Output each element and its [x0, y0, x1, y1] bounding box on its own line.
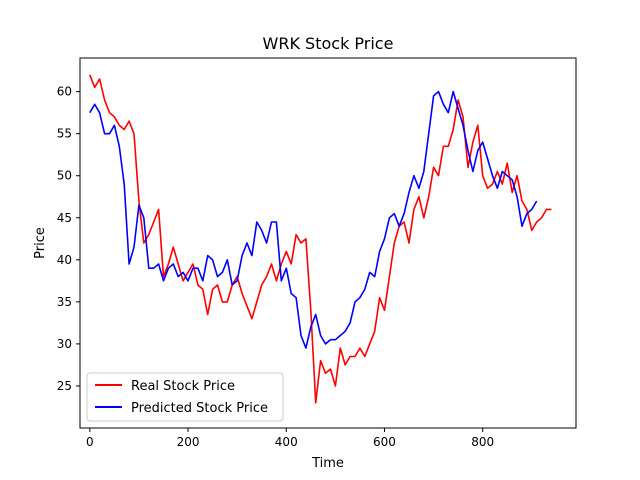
y-axis-label: Price — [33, 227, 48, 259]
y-tick-label: 30 — [57, 337, 72, 351]
y-tick-label: 60 — [57, 85, 72, 99]
plot-area — [80, 58, 576, 428]
legend-box — [86, 372, 284, 422]
y-tick-label: 40 — [57, 253, 72, 267]
y-tick-label: 55 — [57, 127, 72, 141]
series-line-predicted — [89, 90, 538, 349]
series-line-real — [89, 74, 552, 404]
x-axis-ticks: 0 200 400 600 800 — [86, 428, 494, 449]
legend: Real Stock Price Predicted Stock Price — [86, 372, 284, 422]
x-tick-label: 400 — [275, 435, 298, 449]
legend-label-predicted: Predicted Stock Price — [131, 401, 268, 416]
y-tick-label: 25 — [57, 379, 72, 393]
chart-title: WRK Stock Price — [263, 34, 394, 53]
y-tick-label: 45 — [57, 211, 72, 225]
legend-label-real: Real Stock Price — [131, 379, 235, 394]
x-tick-label: 800 — [471, 435, 494, 449]
x-tick-label: 600 — [373, 435, 396, 449]
y-tick-label: 50 — [57, 169, 72, 183]
x-tick-label: 200 — [177, 435, 200, 449]
x-axis-label: Time — [311, 456, 344, 471]
x-tick-label: 0 — [86, 435, 94, 449]
series-layer — [89, 74, 552, 404]
y-tick-label: 35 — [57, 295, 72, 309]
y-axis-ticks: 25 30 35 40 45 50 55 60 — [57, 85, 80, 393]
plot-frame — [79, 57, 577, 429]
